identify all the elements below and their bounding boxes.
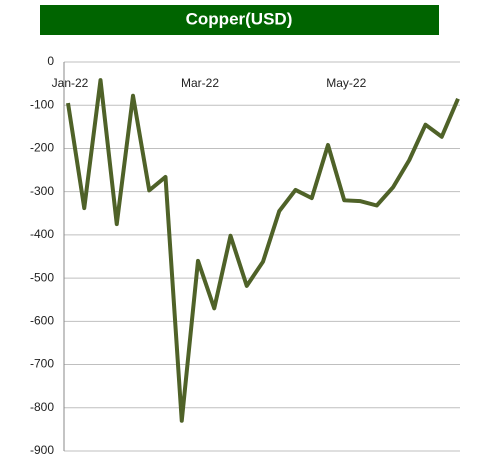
x-tick-label: May-22 (326, 76, 366, 90)
title-banner (40, 5, 439, 35)
y-tick-label: -400 (30, 227, 54, 241)
y-tick-label: 0 (47, 54, 54, 68)
y-tick-label: -600 (30, 314, 54, 328)
y-tick-label: -800 (30, 400, 54, 414)
y-tick-label: -700 (30, 357, 54, 371)
x-tick-label: Jan-22 (52, 76, 89, 90)
x-tick-label: Mar-22 (181, 76, 219, 90)
y-tick-label: -100 (30, 97, 54, 111)
y-tick-label: -200 (30, 141, 54, 155)
line-series (66, 78, 460, 423)
y-tick-label: -500 (30, 270, 54, 284)
chart-title: Copper(USD) (186, 9, 293, 28)
y-tick-label: -300 (30, 184, 54, 198)
y-tick-label: -900 (30, 443, 54, 457)
